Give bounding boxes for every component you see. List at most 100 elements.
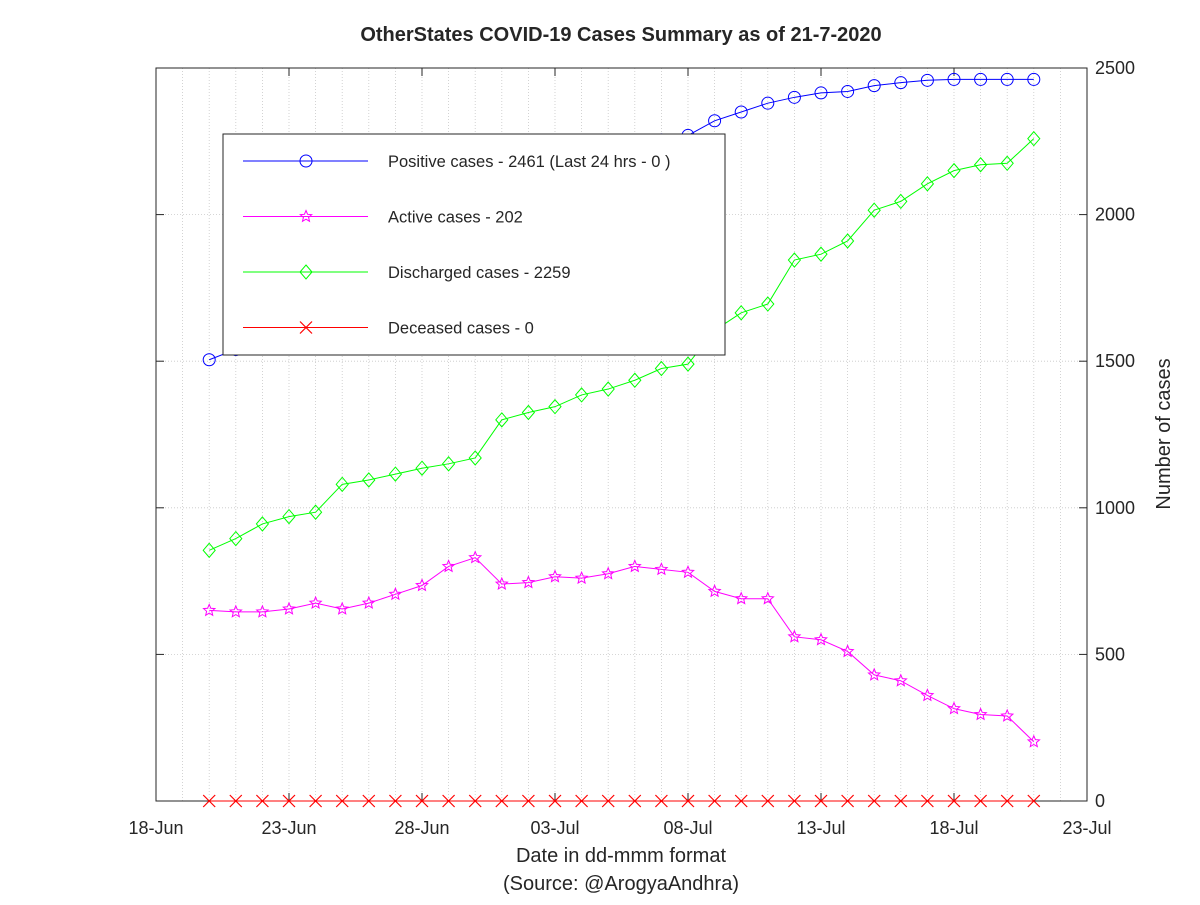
legend-box [222, 133, 726, 356]
data-point [362, 794, 376, 808]
data-point [521, 575, 536, 589]
data-point [202, 603, 217, 617]
legend-label: Discharged cases - 2259 [388, 264, 571, 282]
data-point [548, 569, 562, 583]
data-point [840, 233, 855, 249]
legend-label: Active cases - 202 [388, 209, 523, 227]
data-point [202, 542, 216, 559]
legend-label: Positive cases - 2461 (Last 24 hrs - 0 ) [388, 153, 670, 171]
data-point [734, 591, 749, 605]
data-point [867, 794, 881, 808]
data-point [494, 576, 509, 590]
data-point [1027, 130, 1041, 147]
data-point [787, 90, 801, 104]
data-point [947, 72, 961, 86]
data-point [574, 570, 589, 585]
y-axis-label: Number of cases [1153, 358, 1175, 509]
data-point [973, 156, 988, 173]
data-point [628, 794, 642, 808]
data-point [361, 595, 376, 609]
data-point [255, 516, 270, 532]
y-tick-label: 500 [1095, 644, 1125, 664]
data-point [893, 673, 908, 687]
legend-marker [299, 264, 313, 280]
data-point [920, 688, 935, 702]
data-point [654, 562, 669, 576]
data-point [229, 530, 243, 547]
data-point [920, 73, 934, 87]
x-tick-label: 13-Jul [796, 818, 845, 838]
y-tick-label: 0 [1095, 791, 1105, 811]
data-point [601, 381, 615, 397]
data-point [628, 372, 642, 389]
data-point [442, 794, 456, 808]
y-tick-label: 2000 [1095, 205, 1135, 225]
x-axis-label: Date in dd-mmm format [516, 845, 726, 867]
data-point [228, 604, 243, 618]
data-point [814, 246, 828, 262]
data-point [282, 601, 296, 615]
data-point [814, 794, 828, 808]
x-axis-source-label: (Source: @ArogyaAndhra) [503, 873, 739, 895]
data-point [761, 96, 775, 110]
x-tick-label: 18-Jul [929, 818, 978, 838]
x-tick-label: 23-Jul [1062, 818, 1111, 838]
series-layer [202, 72, 1041, 808]
data-point [681, 564, 695, 579]
data-point [787, 629, 802, 643]
data-point [894, 193, 908, 210]
legend-marker [299, 321, 313, 334]
legend-item: Positive cases - 2461 (Last 24 hrs - 0 ) [243, 153, 670, 171]
data-point [601, 794, 615, 808]
data-point [760, 591, 775, 605]
y-tick-label: 2500 [1095, 58, 1135, 78]
data-point [947, 162, 961, 179]
data-point [894, 76, 908, 90]
data-point [974, 794, 988, 808]
legend: Positive cases - 2461 (Last 24 hrs - 0 )… [222, 133, 726, 356]
series-x [202, 794, 1041, 808]
data-point [814, 86, 828, 100]
data-point [734, 305, 748, 321]
data-point [708, 114, 722, 128]
data-point [202, 794, 216, 808]
data-point [681, 794, 695, 808]
data-point [974, 72, 988, 86]
data-point [229, 794, 243, 808]
data-point [867, 667, 882, 681]
data-point [867, 202, 881, 218]
data-point [415, 460, 429, 476]
data-point [947, 794, 961, 808]
data-point [495, 412, 509, 428]
legend-marker [299, 209, 313, 223]
series-diamond [202, 130, 1041, 559]
data-point [468, 550, 483, 564]
data-point [920, 794, 934, 808]
data-point [1000, 794, 1014, 808]
data-point [575, 794, 589, 808]
data-point [282, 794, 296, 808]
data-point [814, 632, 828, 646]
data-point [495, 794, 509, 808]
x-tick-label: 08-Jul [663, 818, 712, 838]
legend-label: Deceased cases - 0 [388, 320, 534, 338]
y-tick-label: 1000 [1095, 498, 1135, 518]
data-point [362, 472, 376, 488]
data-point [388, 794, 402, 808]
data-point [734, 105, 748, 119]
x-tick-label: 18-Jun [128, 818, 183, 838]
chart-title: OtherStates COVID-19 Cases Summary as of… [360, 24, 881, 46]
data-point [708, 794, 722, 808]
data-point [841, 794, 855, 808]
legend-item: Deceased cases - 0 [243, 320, 534, 338]
axes: 18-Jun 23-Jun 28-Jun 03-Jul 08-Jul 13-Jul 18-J… [128, 58, 1135, 838]
data-point [973, 707, 988, 721]
data-point [840, 644, 855, 658]
data-point [388, 586, 403, 601]
data-point [1000, 155, 1014, 172]
legend-item: Active cases - 202 [243, 209, 523, 227]
data-point [521, 794, 535, 808]
data-point [255, 604, 270, 618]
data-point [1026, 734, 1041, 748]
